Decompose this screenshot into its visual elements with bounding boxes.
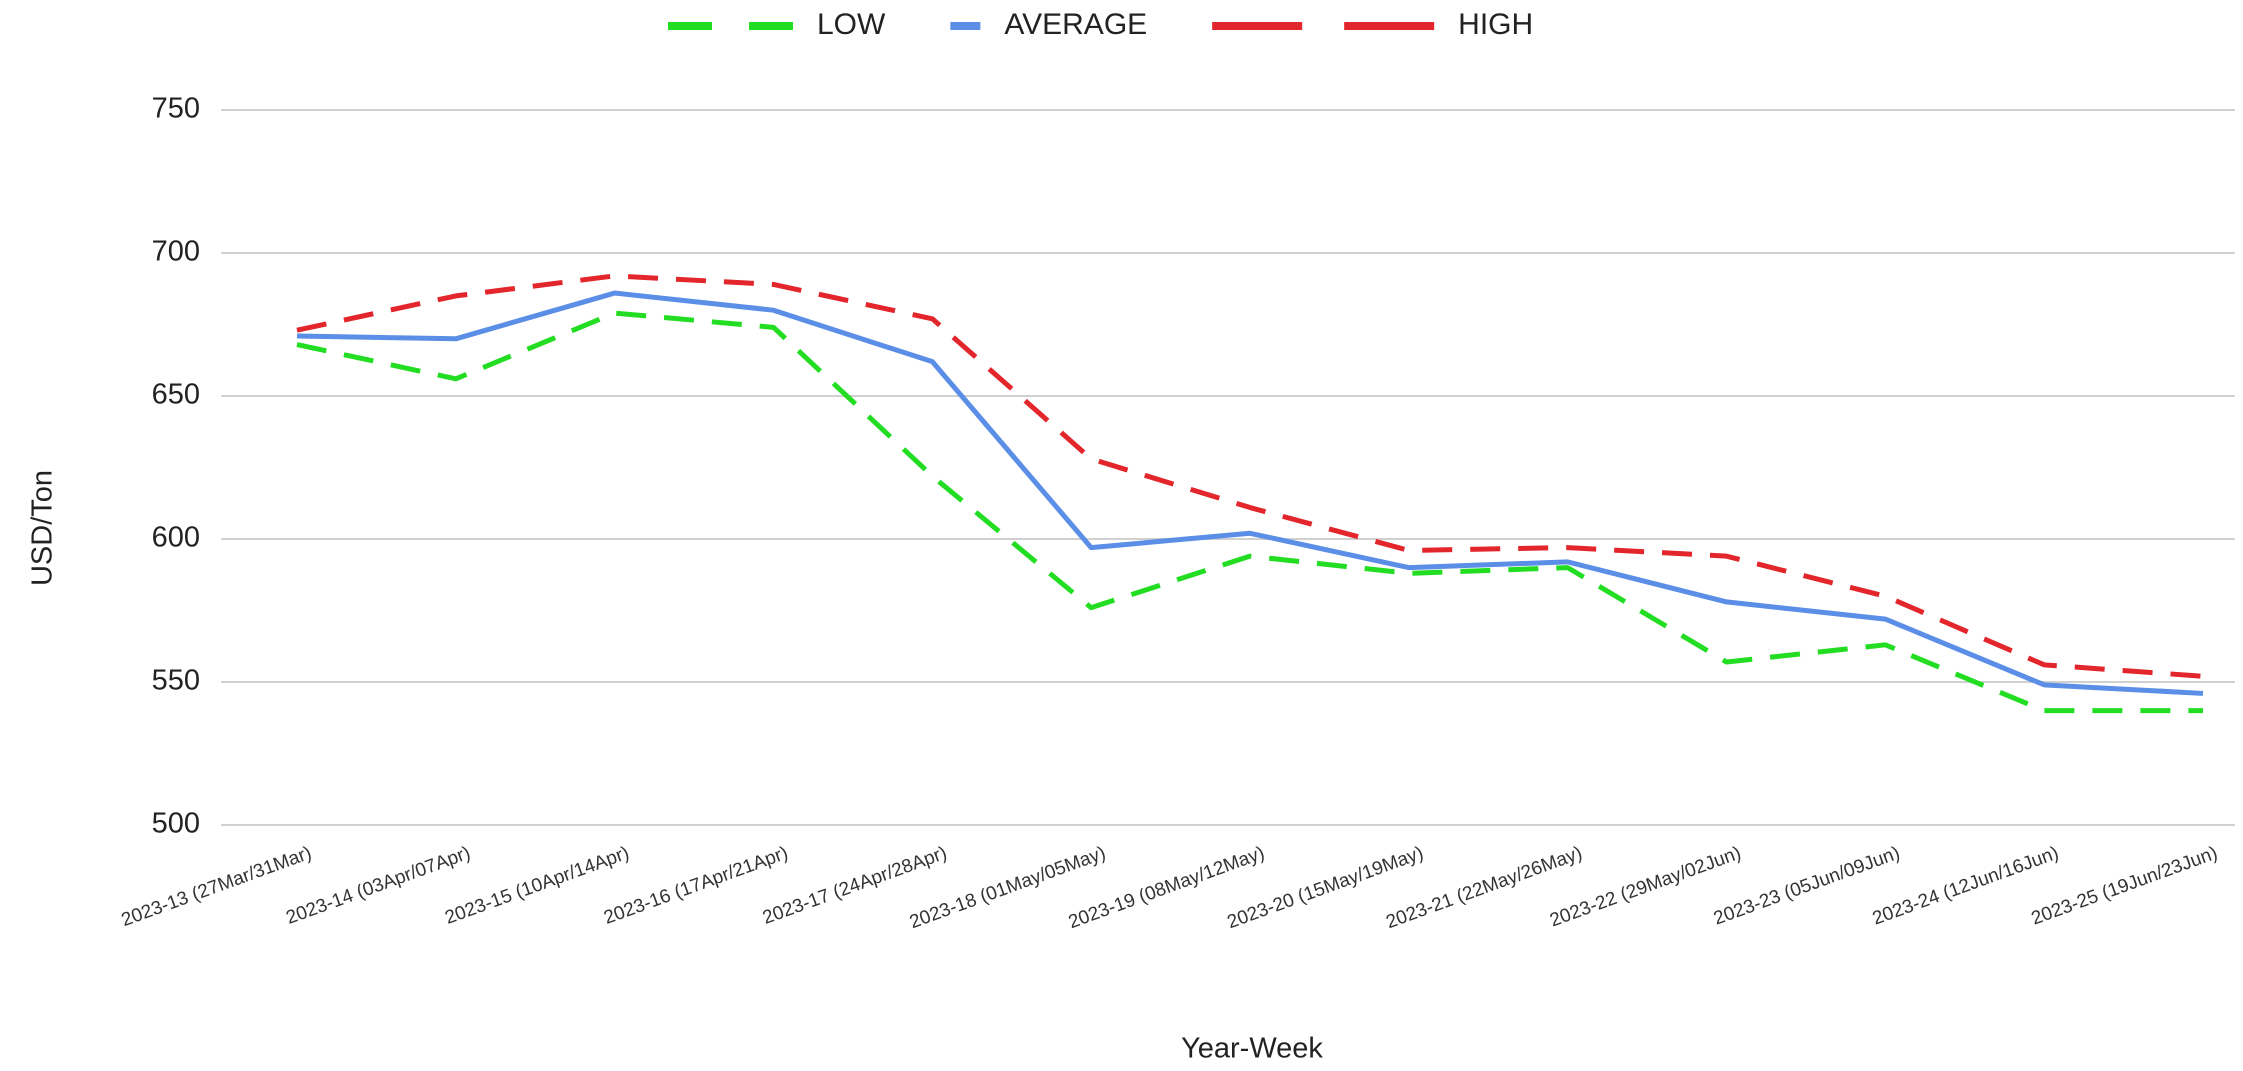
legend-label: LOW	[817, 8, 886, 41]
y-tick-label: 750	[152, 93, 200, 125]
series-line	[296, 273, 2204, 679]
legend-label: AVERAGE	[1004, 8, 1147, 41]
y-axis-label: USD/Ton	[27, 470, 59, 586]
y-tick-label: 500	[152, 808, 200, 840]
y-tick-label: 600	[152, 522, 200, 554]
x-tick-label: 2023-13 (27Mar/31Mar)	[119, 843, 315, 931]
series-line	[296, 310, 2203, 714]
series-line	[296, 290, 2204, 696]
y-tick-label: 650	[152, 379, 200, 411]
y-tick-label: 550	[152, 665, 200, 697]
y-tick-label: 700	[152, 236, 200, 268]
x-axis-label: Year-Week	[1181, 1033, 1323, 1065]
legend-label: HIGH	[1458, 8, 1533, 41]
